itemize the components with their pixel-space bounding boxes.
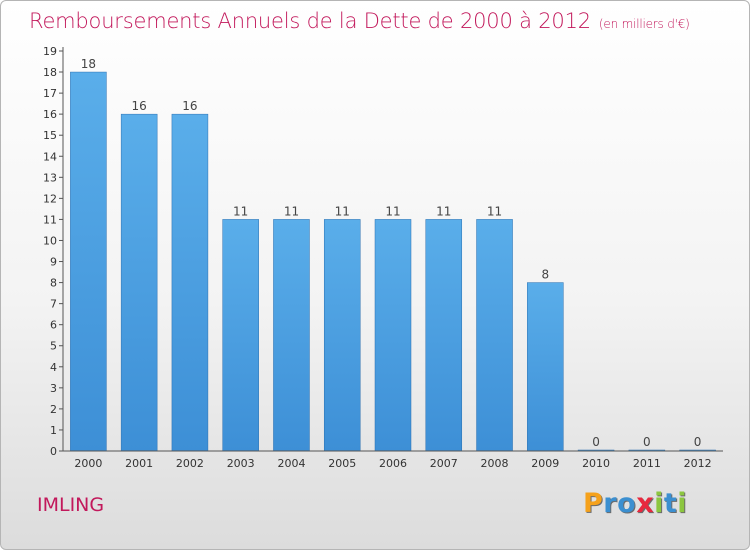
x-tick-label: 2009 [531, 457, 559, 470]
y-tick-label: 0 [50, 445, 57, 458]
y-tick-label: 1 [50, 424, 57, 437]
y-tick-label: 15 [43, 129, 57, 142]
bar-2003 [222, 219, 259, 452]
bar-2001 [120, 113, 158, 452]
value-label-2005: 11 [335, 204, 350, 218]
y-tick-label: 18 [43, 66, 57, 79]
x-tick-label: 2003 [227, 457, 255, 470]
place-name: IMLING [37, 494, 105, 516]
value-label-2003: 11 [233, 204, 248, 218]
x-tick-label: 2001 [125, 457, 153, 470]
bar-2005 [323, 219, 361, 452]
y-tick-label: 14 [43, 150, 57, 163]
y-tick-label: 6 [50, 319, 57, 332]
x-tick-label: 2006 [379, 457, 407, 470]
x-axis: 2000 2001 2002 2003 2004 2005 2006 2007 2008 2009… [63, 450, 723, 470]
bar-2009 [527, 282, 564, 452]
value-label-2012: 0 [694, 435, 702, 449]
value-label-2011: 0 [643, 435, 651, 449]
value-label-2008: 11 [487, 204, 502, 218]
chart-unit: (en milliers d'€) [598, 17, 690, 31]
value-label-2010: 0 [592, 435, 600, 449]
y-tick-label: 19 [43, 45, 57, 58]
x-tick-label: 2011 [633, 457, 661, 470]
bar-2002 [171, 113, 209, 452]
bars: 18 16 16 11 11 11 11 11 11 8 0 0 0 [70, 57, 716, 452]
value-label-2000: 18 [81, 57, 96, 71]
logo-letter: x [636, 488, 655, 519]
value-label-2002: 16 [182, 99, 197, 113]
y-tick-label: 11 [43, 213, 57, 226]
value-label-2007: 11 [436, 204, 451, 218]
x-tick-label: 2012 [684, 457, 712, 470]
y-tick-label: 5 [50, 340, 57, 353]
x-tick-label: 2010 [582, 457, 610, 470]
bar-2004 [273, 219, 310, 452]
x-tick-label: 2007 [430, 457, 458, 470]
bar-2006 [374, 219, 412, 452]
y-tick-label: 3 [50, 382, 57, 395]
y-tick-label: 17 [43, 87, 57, 100]
y-tick-label: 9 [50, 256, 57, 269]
value-label-2009: 8 [541, 268, 549, 282]
y-tick-label: 10 [43, 234, 57, 247]
logo-letter: i [677, 488, 688, 519]
x-tick-label: 2008 [481, 457, 509, 470]
bar-2007 [425, 219, 463, 452]
y-tick-label: 12 [43, 192, 57, 205]
x-tick-label: 2005 [328, 457, 356, 470]
logo-letter: o [617, 488, 637, 519]
proxiti-logo: Proxiti [583, 488, 687, 519]
y-tick-label: 4 [50, 361, 57, 374]
y-tick-label: 8 [50, 277, 57, 290]
x-tick-label: 2002 [176, 457, 204, 470]
bar-2000 [70, 71, 107, 452]
logo-letter: t [663, 488, 678, 519]
x-tick-label: 2000 [74, 457, 102, 470]
value-label-2004: 11 [284, 204, 299, 218]
y-tick-label: 2 [50, 403, 57, 416]
logo-letter: i [654, 488, 664, 519]
chart-title-text: Remboursements Annuels de la Dette de 20… [29, 9, 591, 33]
chart-title: Remboursements Annuels de la Dette de 20… [29, 9, 690, 33]
logo-letter: P [583, 488, 604, 519]
x-tick-label: 2004 [277, 457, 305, 470]
y-tick-label: 16 [43, 108, 57, 121]
value-label-2001: 16 [132, 99, 147, 113]
y-tick-label: 13 [43, 171, 57, 184]
y-tick-label: 7 [50, 298, 57, 311]
value-label-2006: 11 [385, 204, 400, 218]
bar-2008 [476, 219, 513, 452]
logo-letter: r [603, 488, 618, 519]
